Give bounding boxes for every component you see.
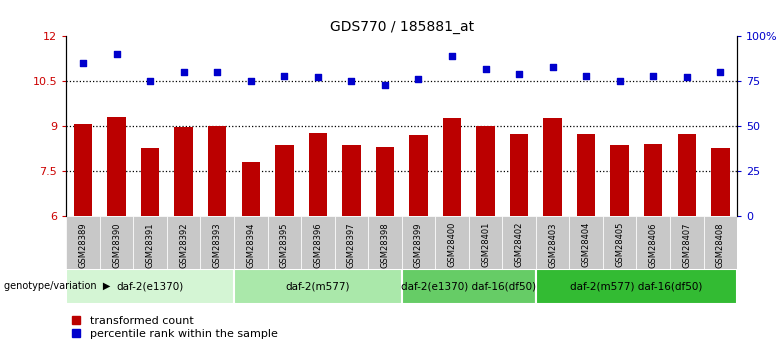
Text: GSM28406: GSM28406 xyxy=(649,222,658,267)
Bar xyxy=(342,145,360,216)
Point xyxy=(446,53,459,59)
Point xyxy=(546,64,558,69)
Point xyxy=(177,69,190,75)
Point xyxy=(580,73,593,78)
Text: GSM28393: GSM28393 xyxy=(213,222,222,268)
Bar xyxy=(644,144,662,216)
Point xyxy=(680,75,693,80)
Bar xyxy=(704,216,737,269)
Bar xyxy=(678,134,696,216)
Text: GSM28397: GSM28397 xyxy=(347,222,356,268)
Bar xyxy=(603,216,636,269)
Bar xyxy=(74,125,92,216)
Bar xyxy=(477,126,495,216)
Point xyxy=(76,60,90,66)
Bar xyxy=(141,148,159,216)
Title: GDS770 / 185881_at: GDS770 / 185881_at xyxy=(330,20,473,34)
Text: GSM28401: GSM28401 xyxy=(481,222,490,267)
Bar xyxy=(200,216,234,269)
Point xyxy=(144,78,156,84)
Point xyxy=(513,71,526,77)
Bar xyxy=(636,216,670,269)
Bar xyxy=(577,134,595,216)
Text: GSM28402: GSM28402 xyxy=(515,222,523,267)
Bar xyxy=(410,135,427,216)
Bar xyxy=(108,117,126,216)
Point xyxy=(278,73,290,78)
Point xyxy=(647,73,660,78)
Point xyxy=(345,78,357,84)
Bar xyxy=(402,269,536,304)
Bar xyxy=(402,216,435,269)
Bar xyxy=(242,162,260,216)
Point xyxy=(412,77,424,82)
Text: GSM28394: GSM28394 xyxy=(246,222,255,267)
Bar xyxy=(469,216,502,269)
Bar xyxy=(510,134,528,216)
Legend: transformed count, percentile rank within the sample: transformed count, percentile rank withi… xyxy=(72,316,278,339)
Text: GSM28404: GSM28404 xyxy=(582,222,590,267)
Text: GSM28390: GSM28390 xyxy=(112,222,121,267)
Point xyxy=(211,69,224,75)
Point xyxy=(111,51,123,57)
Bar xyxy=(66,216,100,269)
Bar xyxy=(175,127,193,216)
Bar xyxy=(502,216,536,269)
Text: GSM28395: GSM28395 xyxy=(280,222,289,267)
Text: daf-2(e1370) daf-16(df50): daf-2(e1370) daf-16(df50) xyxy=(401,282,537,291)
Bar xyxy=(544,118,562,216)
Text: GSM28396: GSM28396 xyxy=(314,222,322,268)
Bar xyxy=(536,216,569,269)
Point xyxy=(379,82,391,87)
Text: genotype/variation  ▶: genotype/variation ▶ xyxy=(4,282,110,291)
Point xyxy=(714,69,727,75)
Bar xyxy=(536,269,737,304)
Point xyxy=(312,75,324,80)
Bar xyxy=(711,148,729,216)
Bar xyxy=(208,126,226,216)
Point xyxy=(479,66,492,71)
Text: GSM28405: GSM28405 xyxy=(615,222,624,267)
Text: daf-2(e1370): daf-2(e1370) xyxy=(116,282,184,291)
Bar xyxy=(368,216,402,269)
Text: GSM28398: GSM28398 xyxy=(381,222,389,268)
Bar xyxy=(234,216,268,269)
Point xyxy=(614,78,626,84)
Text: GSM28403: GSM28403 xyxy=(548,222,557,267)
Text: GSM28400: GSM28400 xyxy=(448,222,456,267)
Text: GSM28391: GSM28391 xyxy=(146,222,154,267)
Bar xyxy=(66,269,234,304)
Text: GSM28399: GSM28399 xyxy=(414,222,423,267)
Bar xyxy=(670,216,704,269)
Bar xyxy=(611,145,629,216)
Bar xyxy=(435,216,469,269)
Bar xyxy=(133,216,167,269)
Bar xyxy=(100,216,133,269)
Text: GSM28389: GSM28389 xyxy=(79,222,87,268)
Bar xyxy=(234,269,402,304)
Bar xyxy=(569,216,603,269)
Bar xyxy=(268,216,301,269)
Text: GSM28408: GSM28408 xyxy=(716,222,725,267)
Bar xyxy=(443,118,461,216)
Bar xyxy=(335,216,368,269)
Text: daf-2(m577) daf-16(df50): daf-2(m577) daf-16(df50) xyxy=(570,282,703,291)
Text: GSM28392: GSM28392 xyxy=(179,222,188,267)
Bar xyxy=(275,145,293,216)
Bar xyxy=(167,216,200,269)
Text: GSM28407: GSM28407 xyxy=(682,222,691,267)
Point xyxy=(244,78,257,84)
Bar xyxy=(309,134,327,216)
Bar xyxy=(376,147,394,216)
Text: daf-2(m577): daf-2(m577) xyxy=(285,282,350,291)
Bar xyxy=(301,216,335,269)
